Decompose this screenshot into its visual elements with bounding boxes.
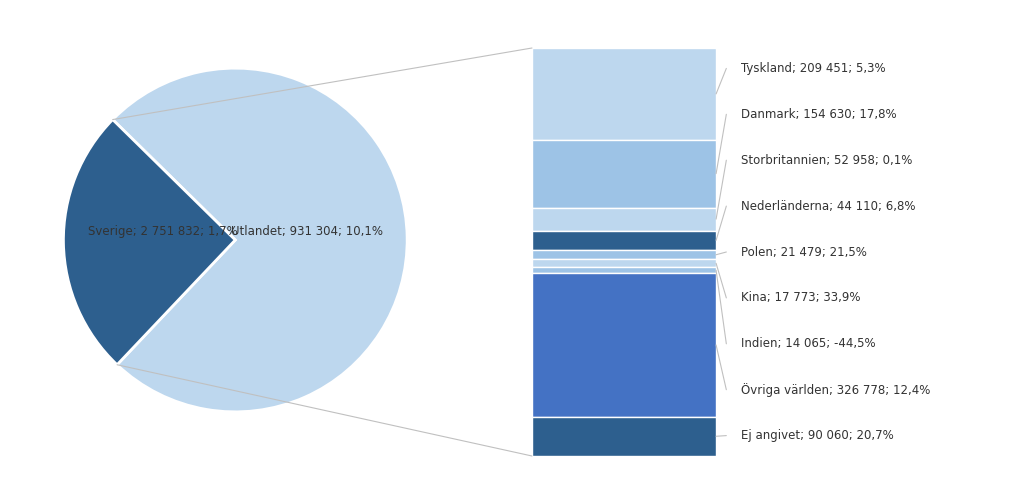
Bar — [532, 250, 716, 259]
Text: Polen; 21 479; 21,5%: Polen; 21 479; 21,5% — [741, 245, 866, 259]
Text: Indien; 14 065; -44,5%: Indien; 14 065; -44,5% — [741, 337, 876, 350]
Bar — [532, 207, 716, 231]
Bar — [532, 140, 716, 207]
Text: Övriga världen; 326 778; 12,4%: Övriga världen; 326 778; 12,4% — [741, 383, 930, 396]
Bar — [532, 267, 716, 274]
Text: Storbritannien; 52 958; 0,1%: Storbritannien; 52 958; 0,1% — [741, 154, 913, 167]
Wedge shape — [113, 68, 407, 412]
Text: Danmark; 154 630; 17,8%: Danmark; 154 630; 17,8% — [741, 108, 896, 121]
Bar — [532, 274, 716, 417]
Text: Tyskland; 209 451; 5,3%: Tyskland; 209 451; 5,3% — [741, 62, 885, 75]
Text: Utlandet; 931 304; 10,1%: Utlandet; 931 304; 10,1% — [231, 225, 384, 238]
Text: Sverige; 2 751 832; 1,7%: Sverige; 2 751 832; 1,7% — [88, 225, 238, 238]
Bar — [532, 231, 716, 250]
Text: Kina; 17 773; 33,9%: Kina; 17 773; 33,9% — [741, 291, 860, 304]
Text: Ej angivet; 90 060; 20,7%: Ej angivet; 90 060; 20,7% — [741, 429, 893, 442]
Wedge shape — [63, 120, 235, 365]
Text: Nederländerna; 44 110; 6,8%: Nederländerna; 44 110; 6,8% — [741, 200, 916, 213]
Bar — [532, 259, 716, 267]
Bar — [532, 48, 716, 140]
Bar — [532, 417, 716, 456]
